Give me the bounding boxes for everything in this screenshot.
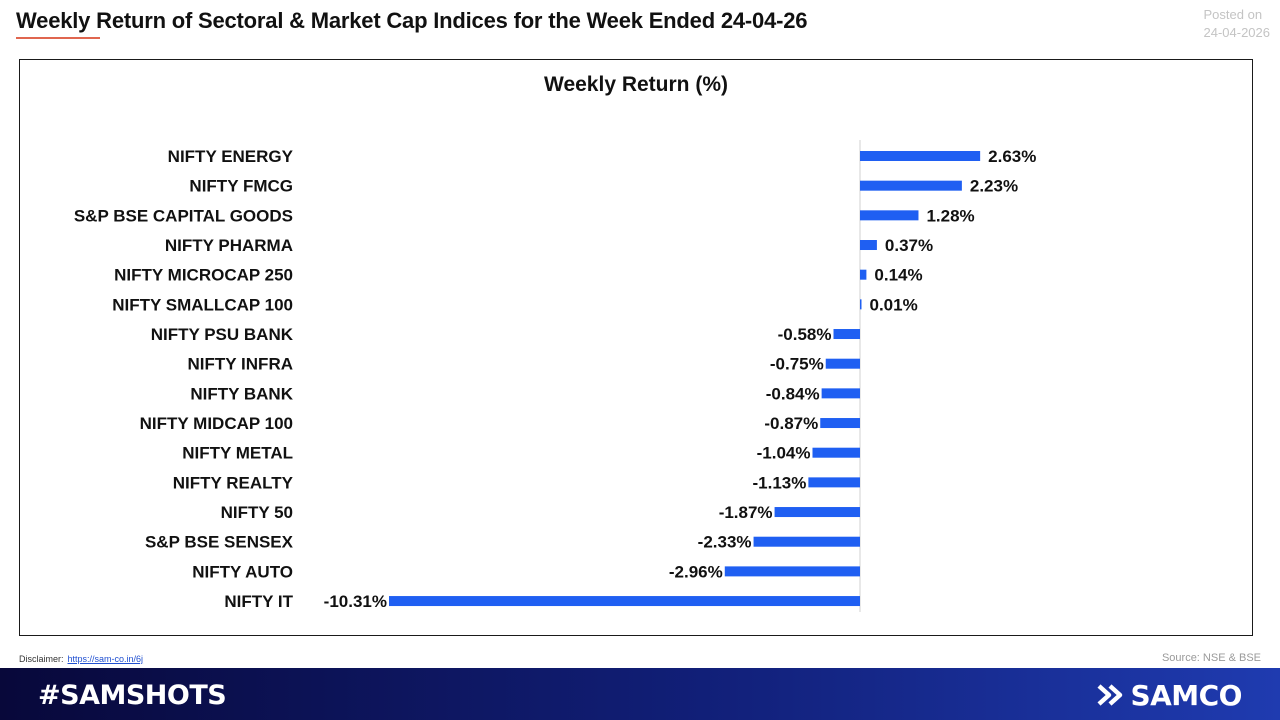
posted-date: 24-04-2026 — [1203, 25, 1271, 40]
value-label: 0.14% — [874, 266, 922, 285]
disclaimer-label: Disclaimer: — [19, 654, 64, 664]
category-label: NIFTY 50 — [221, 503, 293, 522]
bar — [821, 388, 860, 399]
brand-name: SAMCO — [1130, 678, 1242, 712]
category-label: NIFTY ENERGY — [168, 147, 294, 166]
value-label: -1.04% — [757, 444, 811, 463]
bar — [774, 507, 860, 518]
category-label: S&P BSE CAPITAL GOODS — [74, 206, 293, 225]
value-label: 1.28% — [926, 206, 974, 225]
bar — [860, 180, 962, 191]
category-label: NIFTY AUTO — [192, 562, 293, 581]
category-label: NIFTY FMCG — [189, 177, 293, 196]
bar-chart: NIFTY ENERGY 2.63% NIFTY FMCG 2.23% S&P BSE … — [74, 140, 1036, 612]
bar — [833, 329, 860, 340]
category-label: NIFTY REALTY — [173, 473, 294, 492]
value-label: -10.31% — [324, 592, 387, 611]
value-label: 2.23% — [970, 177, 1018, 196]
source-note: Source: NSE & BSE — [1161, 652, 1261, 664]
page-title: Weekly Return of Sectoral & Market Cap I… — [16, 8, 808, 33]
posted-info: Posted on 24-04-2026 — [1204, 6, 1271, 42]
value-label: -0.84% — [766, 384, 820, 403]
title-underline — [16, 37, 100, 39]
bar — [860, 151, 981, 161]
value-label: 0.37% — [885, 236, 933, 255]
posted-label: Posted on — [1203, 7, 1263, 22]
bar — [724, 566, 860, 577]
bar — [753, 536, 860, 547]
value-label: -2.96% — [669, 562, 723, 581]
brand-logo: SAMCO — [1096, 678, 1242, 712]
bar — [860, 269, 867, 280]
bar — [860, 299, 862, 310]
bar — [820, 418, 860, 429]
footer-bar: #SAMSHOTS SAMCO — [0, 668, 1280, 720]
category-label: NIFTY BANK — [190, 384, 293, 403]
disclaimer-link[interactable]: https://sam-co.in/6j — [67, 654, 144, 664]
value-label: -0.87% — [764, 414, 818, 433]
value-label: 2.63% — [988, 147, 1036, 166]
samco-logo-icon — [1097, 684, 1123, 706]
category-label: NIFTY PSU BANK — [151, 325, 294, 344]
value-label: -0.58% — [778, 325, 832, 344]
value-label: 0.01% — [870, 295, 918, 314]
category-label: NIFTY MIDCAP 100 — [140, 414, 293, 433]
value-label: -1.13% — [753, 473, 807, 492]
category-label: NIFTY IT — [224, 592, 293, 611]
category-label: NIFTY METAL — [182, 444, 293, 463]
bar — [860, 240, 877, 251]
category-label: S&P BSE SENSEX — [145, 533, 294, 552]
value-label: -0.75% — [770, 355, 824, 374]
category-label: NIFTY SMALLCAP 100 — [112, 295, 293, 314]
chart-title: Weekly Return (%) — [544, 73, 728, 96]
bar — [389, 596, 860, 607]
bar — [860, 210, 919, 221]
hashtag-label: #SAMSHOTS — [38, 680, 227, 711]
chart-frame: Weekly Return (%) NIFTY ENERGY 2.63% NIFTY… — [19, 59, 1253, 636]
category-label: NIFTY MICROCAP 250 — [114, 266, 293, 285]
value-label: -2.33% — [698, 533, 752, 552]
bar — [825, 358, 860, 369]
category-label: NIFTY PHARMA — [165, 236, 293, 255]
value-label: -1.87% — [719, 503, 773, 522]
bar — [812, 447, 860, 458]
bar — [808, 477, 860, 488]
category-label: NIFTY INFRA — [188, 355, 293, 374]
disclaimer: Disclaimer: https://sam-co.in/6j — [19, 654, 143, 664]
